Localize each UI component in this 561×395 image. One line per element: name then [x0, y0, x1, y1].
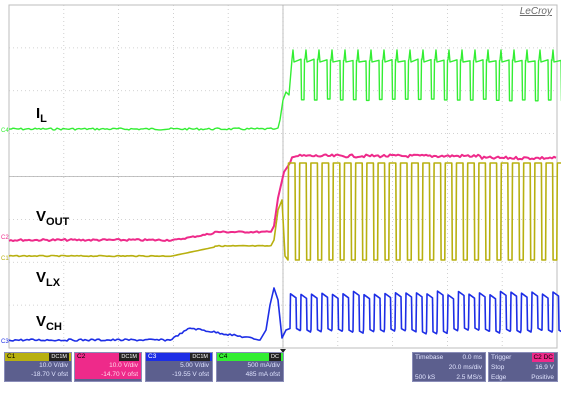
channel-c3-offset: -19.55 V ofst: [172, 371, 209, 378]
channel-c1-coupling: DC1M: [49, 353, 69, 361]
trigger-descriptor[interactable]: Trigger C2 DC Stop 16.9 V Edge Positive: [488, 352, 558, 382]
trigger-source: C2 DC: [532, 353, 554, 362]
brand-logo: LeCroy: [519, 6, 552, 17]
vlx-trace: [8, 162, 561, 261]
channel-c3-coupling: DC1M: [190, 353, 210, 361]
vch-level-marker: C3: [1, 339, 9, 345]
timebase-samples: 500 kS: [415, 374, 436, 381]
vlx-level-marker: C1: [1, 256, 9, 262]
il-level-marker: C4: [1, 128, 9, 134]
channel-c2-name: C2: [77, 353, 86, 360]
channel-c1-vdiv: 10.0 V/div: [39, 362, 68, 369]
channel-c3-header: C3 DC1M: [146, 353, 212, 361]
channel-c3-name: C3: [148, 353, 157, 360]
il-trace-label: IL: [36, 106, 47, 125]
channel-c1-offset: -18.70 V ofst: [31, 371, 68, 378]
trigger-mode: Stop: [491, 364, 505, 371]
vout-trace-label: VOUT: [36, 209, 69, 228]
vlx-label-sub: LX: [46, 277, 61, 289]
channel-c2-header: C2 DC1M: [75, 353, 141, 361]
channel-c3-vdiv: 5.00 V/div: [180, 362, 209, 369]
channel-c2-offset: -14.70 V ofst: [75, 370, 141, 379]
vch-trace-label: VCH: [36, 314, 62, 333]
vlx-trace-label: VLX: [36, 270, 60, 289]
channel-c4-header: C4 DC: [217, 353, 283, 361]
vout-trace: [8, 153, 557, 242]
trigger-position-marker: [280, 349, 286, 353]
trigger-type: Edge: [491, 374, 507, 381]
channel-c1-name: C1: [7, 353, 16, 360]
vch-trace: [8, 287, 561, 342]
channel-c2-coupling: DC1M: [119, 353, 139, 361]
timebase-delay: 0.0 ms: [462, 354, 482, 361]
channel-c4-coupling: DC: [269, 353, 281, 361]
channel-c1-descriptor[interactable]: C1 DC1M 10.0 V/div -18.70 V ofst: [4, 352, 72, 382]
timebase-label: Timebase: [415, 354, 444, 361]
trigger-slope: Positive: [531, 374, 554, 381]
channel-c4-descriptor[interactable]: C4 DC 500 mA/div 485 mA ofst: [216, 352, 284, 382]
channel-c1-header: C1 DC1M: [5, 353, 71, 361]
il-trace: [8, 49, 561, 131]
trigger-label: Trigger: [491, 354, 512, 361]
timebase-rate: 2.5 MS/s: [456, 374, 482, 381]
channel-c2-descriptor[interactable]: C2 DC1M 10.0 V/div -14.70 V ofst: [74, 352, 142, 382]
channel-c4-name: C4: [219, 353, 228, 360]
channel-c2-vdiv: 10.0 V/div: [75, 361, 141, 370]
vlx-label-name: V: [36, 269, 47, 286]
timebase-per-div: 20.0 ms/div: [448, 364, 482, 371]
trigger-level: 16.9 V: [535, 364, 554, 371]
channel-c3-descriptor[interactable]: C3 DC1M 5.00 V/div -19.55 V ofst: [145, 352, 213, 382]
channel-c4-offset: 485 mA ofst: [245, 371, 280, 378]
timebase-descriptor[interactable]: Timebase 0.0 ms 20.0 ms/div 500 kS 2.5 M…: [412, 352, 486, 382]
channel-c4-vdiv: 500 mA/div: [247, 362, 280, 369]
vout-label-name: V: [36, 208, 47, 225]
vout-level-marker: C2: [1, 235, 9, 241]
vch-label-sub: CH: [46, 321, 62, 333]
vout-label-sub: OUT: [46, 216, 70, 228]
il-label-sub: L: [40, 113, 47, 125]
vch-label-name: V: [36, 313, 47, 330]
il-label-name: I: [36, 105, 41, 122]
